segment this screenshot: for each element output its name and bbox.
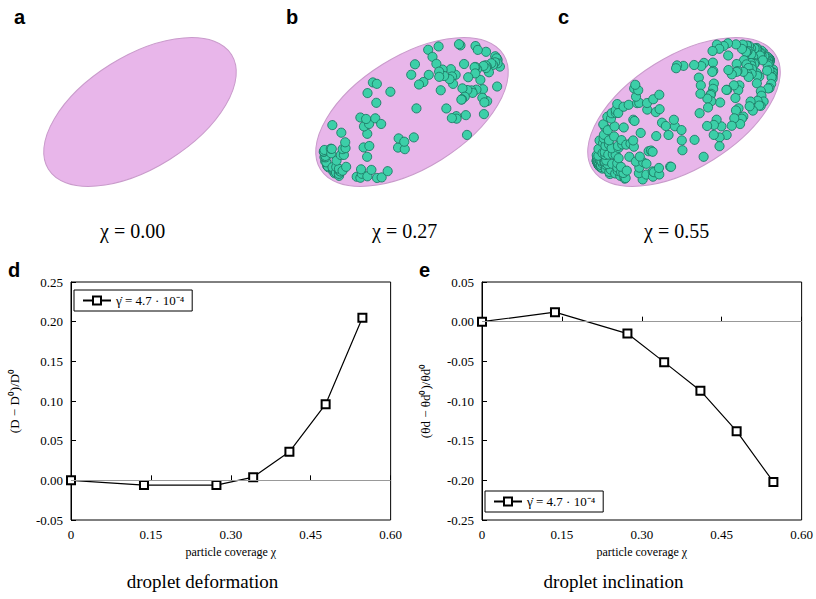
svg-text:0: 0 <box>479 527 486 542</box>
svg-text:droplet deformation: droplet deformation <box>127 571 279 592</box>
svg-text:-0.20: -0.20 <box>447 473 474 488</box>
svg-text:-0.10: -0.10 <box>447 394 474 409</box>
svg-text:0.60: 0.60 <box>379 527 402 542</box>
svg-text:d: d <box>8 259 20 281</box>
svg-text:-0.05: -0.05 <box>447 354 474 369</box>
svg-text:0.25: 0.25 <box>40 275 63 290</box>
svg-text:b: b <box>286 6 298 28</box>
svg-text:χ = 0.00: χ = 0.00 <box>99 220 165 243</box>
svg-text:0.05: 0.05 <box>40 433 63 448</box>
svg-text:χ = 0.27: χ = 0.27 <box>371 220 437 243</box>
svg-text:0.60: 0.60 <box>790 527 813 542</box>
svg-text:(θd − θd⁰)/θd⁰: (θd − θd⁰)/θd⁰ <box>418 364 433 438</box>
svg-text:c: c <box>558 6 569 28</box>
svg-text:0.30: 0.30 <box>630 527 653 542</box>
svg-text:a: a <box>14 6 26 28</box>
svg-text:0.30: 0.30 <box>219 527 242 542</box>
svg-text:γ̇ = 4.7 · 10⁻⁴: γ̇ = 4.7 · 10⁻⁴ <box>526 494 596 509</box>
svg-text:0.05: 0.05 <box>451 275 474 290</box>
svg-text:0.20: 0.20 <box>40 314 63 329</box>
svg-text:(D − D⁰)/D⁰: (D − D⁰)/D⁰ <box>7 369 22 433</box>
svg-text:particle coverage χ: particle coverage χ <box>597 545 688 559</box>
svg-text:0.45: 0.45 <box>299 527 322 542</box>
svg-text:particle coverage χ: particle coverage χ <box>186 545 277 559</box>
svg-text:0.00: 0.00 <box>40 473 63 488</box>
svg-text:χ = 0.55: χ = 0.55 <box>643 220 709 243</box>
svg-text:0.00: 0.00 <box>451 314 474 329</box>
svg-text:0.15: 0.15 <box>140 527 163 542</box>
svg-text:-0.05: -0.05 <box>36 513 63 528</box>
svg-text:0.15: 0.15 <box>551 527 574 542</box>
svg-text:0.10: 0.10 <box>40 394 63 409</box>
svg-text:e: e <box>419 259 430 281</box>
svg-text:γ̇ = 4.7 · 10⁻⁴: γ̇ = 4.7 · 10⁻⁴ <box>115 293 185 308</box>
svg-text:0.45: 0.45 <box>710 527 733 542</box>
svg-text:-0.15: -0.15 <box>447 433 474 448</box>
svg-text:0.15: 0.15 <box>40 354 63 369</box>
svg-text:0: 0 <box>68 527 75 542</box>
svg-text:-0.25: -0.25 <box>447 513 474 528</box>
svg-text:droplet inclination: droplet inclination <box>544 571 684 592</box>
